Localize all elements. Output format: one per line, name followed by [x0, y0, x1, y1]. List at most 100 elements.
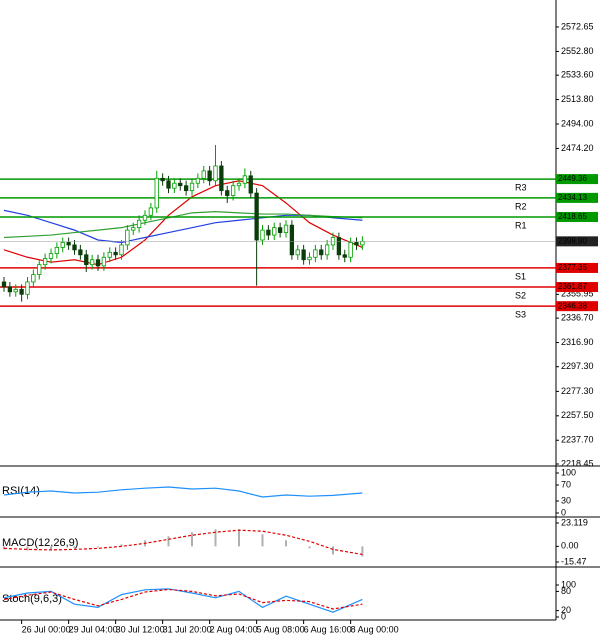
macd-bar [285, 540, 287, 547]
candle-body [266, 229, 271, 236]
candle-body [136, 219, 142, 229]
candle-body [25, 281, 30, 295]
candle-body [7, 286, 13, 293]
y-tick-label: 2218.45 [561, 458, 594, 468]
candle-body [95, 259, 101, 267]
macd-bar [191, 532, 193, 547]
candle-body [1, 281, 7, 288]
indicator-line [3, 486, 363, 498]
level-name: R2 [515, 201, 527, 211]
y-tick-label: 2533.60 [561, 70, 594, 80]
candle-body [125, 229, 130, 246]
macd-bar [361, 546, 364, 557]
indicator-line [3, 209, 363, 244]
candle-body [248, 175, 253, 194]
y-tick-label: 80 [561, 586, 571, 596]
level-name: S1 [515, 271, 526, 281]
candle-body [277, 227, 283, 233]
level-value: 2377.35 [558, 263, 587, 272]
level-value: 2346.38 [558, 301, 587, 310]
candle-body [148, 207, 154, 216]
macd-bar [50, 546, 52, 550]
y-tick-label: 2297.30 [561, 361, 594, 371]
candle-body [225, 190, 230, 196]
candle-body [319, 249, 324, 256]
level-name: R1 [515, 220, 527, 230]
candle-body [107, 251, 112, 258]
candle-body [160, 177, 165, 182]
indicator-title: Stoch(9,6,3) [2, 593, 62, 605]
level-box [556, 174, 598, 185]
y-tick-label: 2336.70 [561, 312, 594, 322]
level-box [556, 301, 598, 312]
y-tick-label: 2474.20 [561, 143, 594, 153]
candle-body [89, 259, 95, 266]
candle-body [37, 264, 42, 275]
y-tick-label: 100 [561, 467, 576, 477]
candle-body [195, 177, 201, 184]
level-value: 2418.65 [558, 212, 587, 221]
candle-body [183, 185, 189, 192]
y-tick-label: 2513.80 [561, 94, 594, 104]
candle-body [119, 244, 124, 256]
level-value: 2449.36 [558, 174, 587, 183]
candle-body [272, 227, 277, 236]
y-tick-label: 2494.00 [561, 118, 594, 128]
y-tick-label: 0 [561, 611, 566, 621]
indicator-line [3, 529, 363, 556]
candle-body [336, 237, 342, 256]
x-tick-label: 30 Jul 12:00 [116, 624, 165, 634]
candle-body [213, 165, 218, 182]
macd-bar [308, 546, 311, 549]
candle-body [289, 224, 295, 256]
level-box [556, 192, 598, 203]
candle-body [307, 256, 312, 261]
candle-body [101, 256, 107, 267]
candle-body [301, 249, 306, 261]
candle-body [113, 251, 118, 256]
macd-bar [73, 546, 76, 549]
x-tick-label: 5 Aug 08:00 [257, 624, 305, 634]
y-tick-label: 2355.95 [561, 289, 594, 299]
candle-body [242, 175, 248, 184]
indicator-title: MACD(12,26,9) [2, 537, 78, 549]
current-price-box [556, 236, 598, 247]
candle-body [166, 180, 171, 189]
x-tick-label: 6 Aug 16:00 [304, 624, 352, 634]
level-value: 2361.87 [558, 282, 587, 291]
candle-body [313, 249, 318, 258]
candle-body [201, 170, 206, 179]
candle-body [219, 165, 224, 192]
level-name: S2 [515, 290, 526, 300]
candle-body [19, 288, 24, 295]
candle-body [236, 182, 242, 187]
indicator-line [3, 180, 363, 266]
y-tick-label: 30 [561, 495, 571, 505]
candle-body [84, 254, 89, 266]
level-name: S3 [515, 310, 526, 320]
level-value: 2434.13 [558, 193, 587, 202]
y-tick-label: 0 [561, 507, 566, 517]
macd-bar [120, 544, 123, 547]
candle-body [324, 244, 330, 256]
candle-body [254, 192, 259, 241]
x-tick-label: 2 Aug 04:00 [210, 624, 258, 634]
level-box [556, 262, 598, 273]
macd-bar [261, 534, 264, 547]
candle-body [360, 240, 365, 246]
y-tick-label: 2572.65 [561, 21, 594, 31]
candle-body [295, 249, 300, 256]
candle-body [54, 246, 60, 254]
candle-body [348, 242, 353, 258]
macd-bar [26, 546, 29, 551]
candle-body [72, 244, 77, 251]
candle-body [142, 214, 148, 221]
y-tick-label: 23.119 [561, 517, 588, 527]
indicator-line [3, 211, 363, 239]
candle-body [78, 249, 83, 256]
x-tick-label: 26 Jul 00:00 [22, 624, 71, 634]
candle-body [178, 182, 183, 187]
current-price-label: 2398.90 [558, 236, 587, 245]
candle-body [283, 224, 289, 233]
